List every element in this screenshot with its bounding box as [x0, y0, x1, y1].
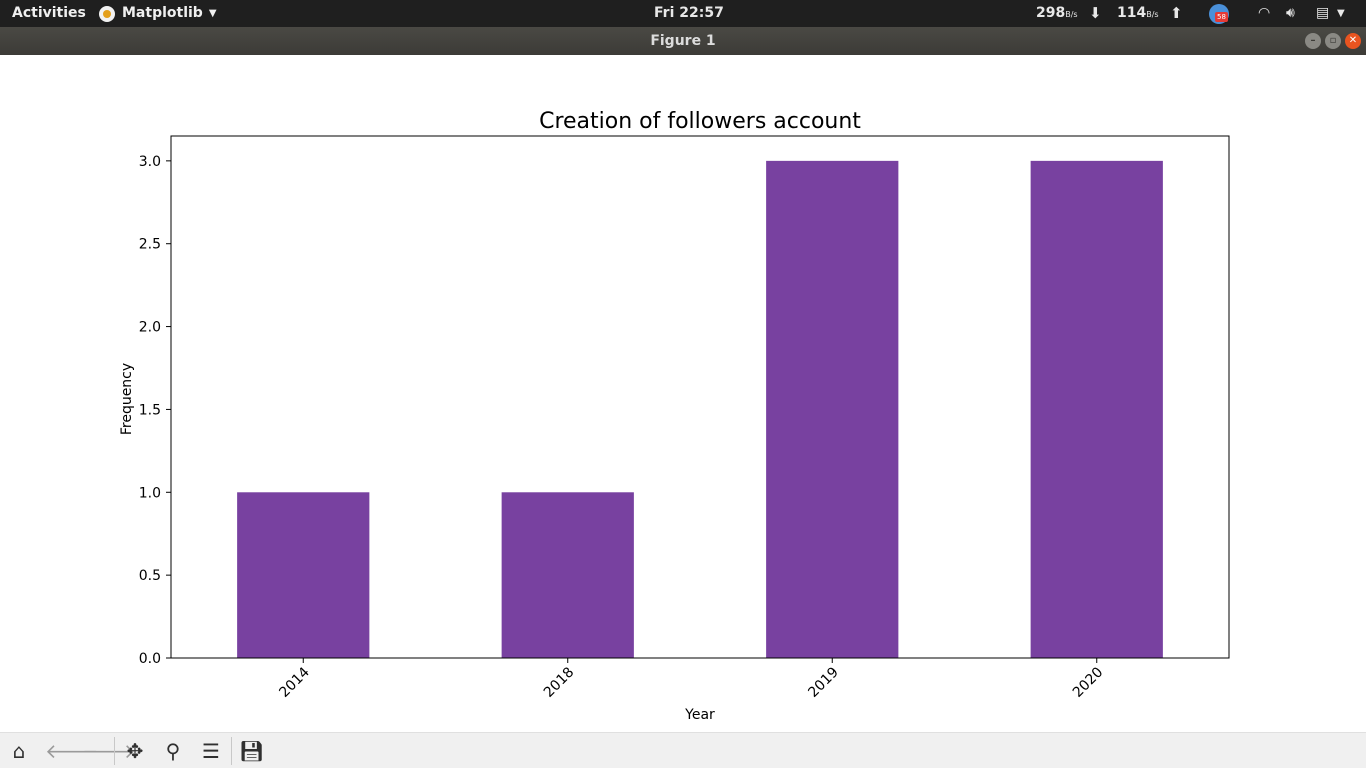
- y-axis-label: Frequency: [119, 363, 135, 435]
- clock[interactable]: Fri 22:57: [654, 5, 724, 21]
- download-arrow-icon: ⬇: [1089, 4, 1102, 22]
- x-tick-label: 2018: [541, 664, 578, 701]
- volume-icon[interactable]: 🔊︎: [1286, 5, 1295, 21]
- bar-2018: [501, 492, 634, 658]
- net-up-unit: B/s: [1146, 10, 1159, 19]
- chart-title: Creation of followers account: [539, 109, 861, 134]
- bars-group: [237, 160, 1163, 658]
- net-down-unit: B/s: [1065, 10, 1078, 19]
- window-titlebar[interactable]: Figure 1 – ▫ ✕: [0, 27, 1366, 55]
- x-tick-label: 2014: [276, 664, 313, 701]
- navigation-toolbar: ⌂ 🡐 🡒 ✥ ⚲ ☰ 💾︎: [0, 732, 1366, 768]
- configure-subplots-icon[interactable]: ☰: [202, 739, 220, 763]
- y-tick-label: 0.5: [139, 568, 161, 584]
- close-button[interactable]: ✕: [1345, 33, 1361, 49]
- zoom-icon[interactable]: ⚲: [165, 739, 181, 763]
- y-tick-label: 2.0: [139, 320, 161, 336]
- y-tick-label: 1.5: [139, 402, 161, 418]
- bar-2020: [1030, 160, 1163, 658]
- bar-2019: [766, 160, 899, 658]
- save-icon[interactable]: 💾︎: [239, 739, 265, 763]
- pan-icon[interactable]: ✥: [126, 739, 144, 763]
- system-menu-caret-icon[interactable]: ▼: [1337, 8, 1345, 19]
- caret-down-icon: ▼: [208, 8, 217, 19]
- home-icon[interactable]: ⌂: [12, 739, 26, 763]
- back-icon[interactable]: 🡐: [45, 739, 99, 763]
- wifi-icon[interactable]: ◠: [1258, 5, 1271, 21]
- y-tick-label: 2.5: [139, 237, 161, 253]
- figure-canvas[interactable]: Creation of followers account 0.0 0.5 1.0 1…: [0, 55, 1366, 732]
- bar-2014: [237, 492, 370, 658]
- y-tick-label: 0.0: [139, 651, 161, 667]
- notification-badge: 58: [1215, 12, 1228, 22]
- net-down-value: 298: [1036, 5, 1066, 21]
- app-menu-label: Matplotlib: [122, 5, 203, 21]
- minimize-button[interactable]: –: [1305, 33, 1321, 49]
- x-axis-label: Year: [684, 707, 715, 723]
- window-title: Figure 1: [650, 33, 716, 49]
- net-down-speed: 298B/s: [1036, 0, 1078, 27]
- app-menu[interactable]: Matplotlib ▼: [99, 0, 217, 27]
- net-up-speed: 114B/s: [1117, 0, 1159, 27]
- forward-icon[interactable]: 🡒: [82, 739, 136, 763]
- maximize-button[interactable]: ▫: [1325, 33, 1341, 49]
- upload-arrow-icon: ⬆: [1170, 4, 1183, 22]
- y-axis: 0.0 0.5 1.0 1.5 2.0 2.5 3.0: [139, 154, 171, 667]
- plot-frame: [170, 135, 1230, 659]
- toolbar-separator: [114, 737, 115, 765]
- top-panel: Activities Matplotlib ▼ Fri 22:57 298B/s…: [0, 0, 1366, 27]
- toolbar-separator: [231, 737, 232, 765]
- x-tick-label: 2019: [805, 664, 842, 701]
- bar-chart: Creation of followers account 0.0 0.5 1.0 1…: [119, 109, 1230, 723]
- clipboard-icon[interactable]: ▤: [1316, 5, 1330, 21]
- y-tick-label: 3.0: [139, 154, 161, 170]
- y-tick-label: 1.0: [139, 485, 161, 501]
- net-up-value: 114: [1117, 5, 1147, 21]
- matplotlib-app-icon: [99, 5, 115, 22]
- x-tick-label: 2020: [1070, 664, 1107, 701]
- activities-button[interactable]: Activities: [12, 5, 86, 21]
- x-axis: 2014 2018 2019 2020: [276, 658, 1106, 701]
